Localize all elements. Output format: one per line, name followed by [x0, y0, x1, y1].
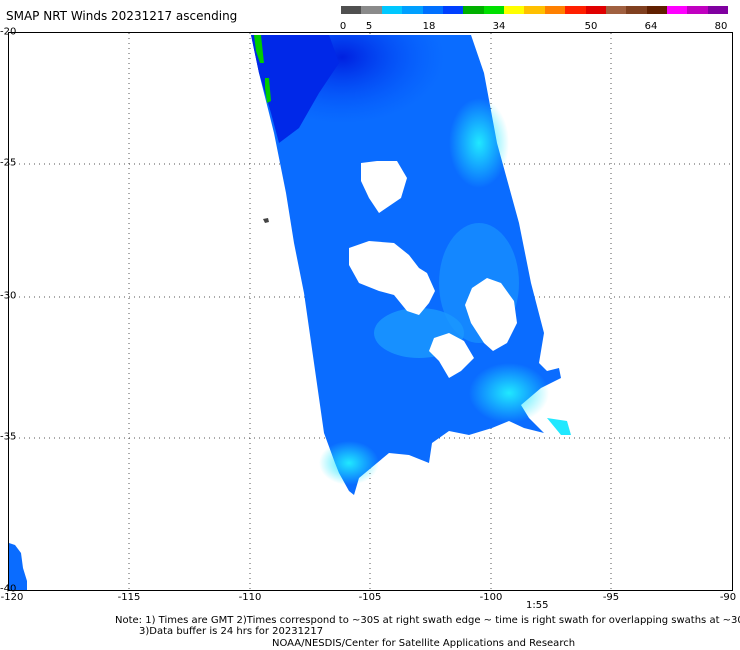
lat-label-20: -20 [0, 26, 17, 38]
lat-label-25: -25 [0, 157, 17, 169]
colorbar-segment [646, 6, 667, 14]
note-line-1: Note: 1) Times are GMT 2)Times correspon… [115, 615, 740, 626]
colorbar-label-50: 50 [584, 21, 598, 32]
grid-lines [9, 33, 732, 590]
colorbar-segment [565, 6, 586, 14]
colorbar-segment [422, 6, 443, 14]
map-title: SMAP NRT Winds 20231217 ascending [6, 9, 238, 23]
colorbar-segment [667, 6, 688, 14]
lat-label-40: -40 [0, 583, 17, 595]
wind-map-svg [9, 33, 732, 590]
note-line-2: 3)Data buffer is 24 hrs for 20231217 [139, 626, 324, 637]
lon-label-115: -115 [117, 592, 141, 603]
colorbar-segment [483, 6, 504, 14]
colorbar-segment [463, 6, 484, 14]
green-wind-patch-2 [265, 78, 271, 103]
colorbar-label-34: 34 [492, 21, 506, 32]
small-island [263, 218, 269, 223]
colorbar-segment [341, 6, 362, 14]
colorbar-label-5: 5 [365, 21, 373, 32]
colorbar-segment [707, 6, 729, 14]
colorbar-segment [544, 6, 566, 14]
colorbar-segment [687, 6, 708, 14]
lat-label-30: -30 [0, 290, 17, 302]
colorbar-segment [402, 6, 423, 14]
colorbar-label-18: 18 [422, 21, 436, 32]
colorbar-segment [504, 6, 525, 14]
swath-time-label: 1:55 [526, 600, 549, 611]
lon-label-90: -90 [719, 592, 737, 603]
colorbar-segment [524, 6, 545, 14]
colorbar-label-64: 64 [644, 21, 658, 32]
colorbar-label-80: 80 [714, 21, 728, 32]
wind-speed-colorbar [341, 6, 729, 14]
map-plot-area[interactable] [8, 32, 733, 591]
wind-swath [251, 35, 571, 495]
green-wind-patch [254, 35, 264, 63]
lon-label-95: -95 [602, 592, 620, 603]
lon-label-120: -120 [0, 592, 24, 603]
colorbar-segment [442, 6, 464, 14]
corner-swath [9, 543, 27, 590]
lat-label-35: -35 [0, 431, 17, 443]
colorbar-segment [626, 6, 647, 14]
colorbar-label-0: 0 [339, 21, 347, 32]
lon-label-110: -110 [238, 592, 262, 603]
colorbar-segment [381, 6, 403, 14]
credit-line: NOAA/NESDIS/Center for Satellite Applica… [272, 638, 576, 649]
colorbar-segment [585, 6, 606, 14]
colorbar-segment [605, 6, 627, 14]
lon-label-100: -100 [479, 592, 503, 603]
colorbar-segment [361, 6, 382, 14]
lon-label-105: -105 [358, 592, 382, 603]
